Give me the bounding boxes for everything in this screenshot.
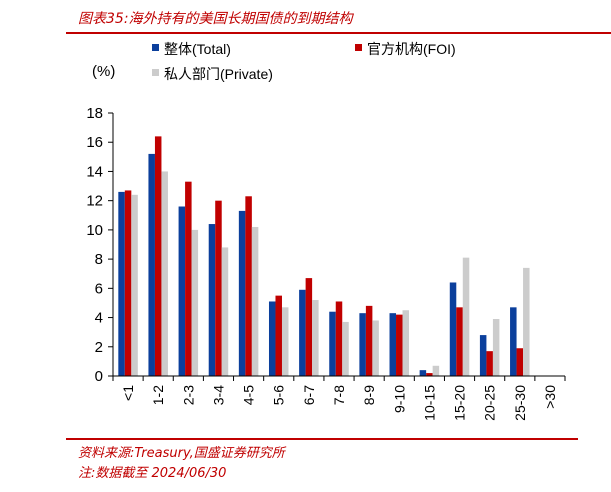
bar [449, 282, 457, 376]
y-tick-label: 0 [95, 368, 103, 385]
y-tick-label: 14 [86, 163, 103, 180]
y-tick-label: 6 [95, 280, 103, 297]
footer-rule [66, 438, 578, 440]
bar [299, 289, 306, 376]
bar [275, 295, 282, 376]
legend-swatch [152, 44, 159, 51]
bar [215, 200, 222, 376]
bar [312, 300, 319, 376]
bars [118, 136, 530, 376]
title-underline [66, 32, 611, 34]
bar [161, 171, 168, 376]
x-tick-label: 15-20 [452, 385, 468, 421]
y-tick-label: 16 [86, 134, 103, 151]
bar [185, 181, 192, 376]
x-tick-label: 4-5 [241, 385, 257, 405]
bar [342, 321, 349, 376]
legend-swatch [152, 69, 159, 76]
x-tick-label: 5-6 [271, 385, 287, 405]
x-tick-label: >30 [542, 385, 558, 409]
bar [268, 301, 276, 376]
x-axis: <1 1-2 2-3 3-4 4-5 5-6 6-7 7-8 8-9 9-10 10-15 15-20… [112, 375, 566, 421]
bar [238, 210, 246, 376]
y-tick-label: 10 [86, 222, 103, 239]
x-tick-label: 6-7 [301, 385, 317, 405]
bar [389, 313, 397, 376]
legend-label: 私人部门(Private) [164, 66, 273, 82]
x-tick-label: 1-2 [150, 385, 166, 405]
bar [426, 373, 433, 376]
bar [516, 348, 524, 376]
bar [456, 307, 463, 376]
unit-label: (%) [92, 63, 115, 80]
x-tick-label: 20-25 [482, 385, 498, 421]
x-tick-label: 8-9 [361, 385, 377, 405]
x-tick-label: 3-4 [210, 385, 226, 405]
legend-label: 官方机构(FOI) [367, 41, 456, 57]
bar [221, 247, 229, 376]
bar [523, 267, 530, 376]
bar [486, 351, 493, 376]
bar [329, 311, 336, 376]
x-tick-label: <1 [120, 385, 136, 401]
y-tick-label: 8 [95, 251, 103, 268]
legend-swatch [355, 44, 362, 51]
figure-title: 图表35:海外持有的美国长期国债的到期结构 [78, 11, 353, 27]
bar [148, 153, 155, 376]
bar [432, 365, 440, 376]
bar [510, 307, 517, 376]
date-note: 注:数据截至 2024/06/30 [78, 466, 227, 481]
bar [419, 370, 427, 376]
bar [492, 319, 500, 376]
x-tick-label: 9-10 [391, 385, 407, 413]
bar [124, 190, 132, 376]
bar [154, 136, 162, 376]
bar [462, 257, 470, 376]
x-tick-label: 25-30 [512, 385, 528, 421]
x-tick-label: 2-3 [180, 385, 196, 405]
x-tick-label: 10-15 [421, 385, 437, 421]
bar [251, 226, 259, 376]
y-tick-label: 4 [95, 310, 103, 327]
y-axis: 0 2 4 6 8 10 12 14 16 18 [86, 105, 114, 385]
bar [402, 310, 410, 376]
bar [479, 335, 487, 376]
source-note: 资料来源:Treasury,国盛证券研究所 [78, 446, 285, 461]
bar [118, 191, 125, 376]
legend: 整体(Total) 官方机构(FOI) 私人部门(Private) [152, 41, 456, 82]
bar [396, 314, 403, 376]
bar [131, 194, 138, 376]
y-tick-label: 18 [86, 105, 103, 122]
y-tick-label: 2 [95, 339, 103, 356]
x-tick-label: 7-8 [331, 385, 347, 405]
legend-label: 整体(Total) [164, 41, 231, 57]
bar [365, 305, 373, 376]
bar [208, 224, 216, 376]
y-tick-label: 12 [86, 193, 103, 210]
bar [372, 320, 379, 376]
bar [191, 229, 199, 376]
bar [305, 278, 313, 376]
bar [178, 206, 186, 376]
bar [281, 307, 289, 376]
bar [245, 196, 252, 376]
bar [335, 301, 343, 376]
bar [359, 313, 366, 376]
